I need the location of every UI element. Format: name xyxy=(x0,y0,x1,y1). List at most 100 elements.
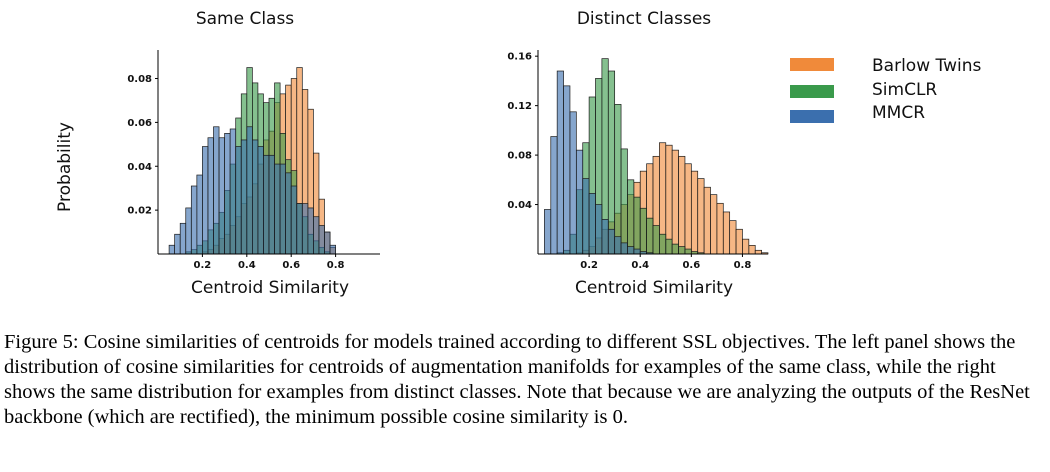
legend: Barlow Twins SimCLR MMCR xyxy=(790,56,981,123)
bar-simclr xyxy=(659,233,667,255)
bar-mmcr xyxy=(263,154,270,255)
panel-title: Same Class xyxy=(196,9,294,29)
bar-barlow-twins xyxy=(690,170,699,255)
legend-swatch-barlow-twins xyxy=(790,58,834,71)
bar-mmcr xyxy=(556,70,564,255)
bar-barlow-twins xyxy=(735,228,743,255)
bar-mmcr xyxy=(207,137,214,255)
bar-mmcr xyxy=(257,146,264,255)
bar-simclr xyxy=(652,225,660,255)
bar-mmcr xyxy=(235,146,242,255)
bar-mmcr xyxy=(274,163,281,255)
x-tick-label: 0.6 xyxy=(682,260,700,271)
bar-mmcr xyxy=(174,233,181,255)
bar-mmcr xyxy=(279,163,287,255)
bar-mmcr xyxy=(224,133,231,255)
bar-mmcr xyxy=(324,231,331,255)
x-axis-label: Centroid Similarity xyxy=(191,278,349,298)
figure: Same Class Probability Centroid Similari… xyxy=(55,9,981,298)
legend-item-barlow-twins: Barlow Twins xyxy=(790,56,981,76)
bar-mmcr xyxy=(575,149,584,255)
legend-label-mmcr: MMCR xyxy=(872,103,925,123)
bar-barlow-twins xyxy=(722,211,731,255)
x-tick-label: 0.4 xyxy=(631,260,649,271)
bar-mmcr xyxy=(563,85,571,255)
bar-simclr xyxy=(684,248,692,255)
caption-math-value: 0 xyxy=(612,406,623,428)
bar-mmcr xyxy=(202,146,209,255)
bar-simclr xyxy=(646,217,654,255)
bar-mmcr xyxy=(185,207,192,255)
bar-mmcr xyxy=(301,203,309,255)
bar-barlow-twins xyxy=(665,144,673,255)
bar-simclr xyxy=(614,104,622,255)
bar-simclr xyxy=(620,148,628,255)
bar-mmcr xyxy=(607,228,616,255)
x-tick-label: 0.2 xyxy=(580,260,598,271)
bar-mmcr xyxy=(633,248,641,255)
y-tick-label: 0.04 xyxy=(127,162,152,173)
bar-mmcr xyxy=(196,174,203,255)
bar-simclr xyxy=(639,207,647,255)
bar-barlow-twins xyxy=(729,220,737,255)
x-tick-label: 0.8 xyxy=(734,260,752,271)
bar-mmcr xyxy=(601,219,609,255)
bar-barlow-twins xyxy=(678,155,686,255)
y-tick-label: 0.04 xyxy=(507,200,532,211)
bar-mmcr xyxy=(614,236,622,255)
y-tick-label: 0.16 xyxy=(507,52,532,63)
bar-barlow-twins xyxy=(671,149,679,255)
legend-label-simclr: SimCLR xyxy=(872,80,937,100)
y-tick-label: 0.08 xyxy=(127,74,152,85)
bar-barlow-twins xyxy=(684,163,692,255)
y-tick-label: 0.08 xyxy=(507,151,532,162)
figure-caption: Figure 5: Cosine similarities of centroi… xyxy=(4,330,1046,430)
x-tick-label: 0.2 xyxy=(194,260,212,271)
bar-mmcr xyxy=(296,203,303,255)
bar-barlow-twins xyxy=(748,245,756,255)
bar-mmcr xyxy=(627,246,635,255)
bar-mmcr xyxy=(213,126,220,255)
bar-mmcr xyxy=(179,222,187,255)
axes-layer: 0.2 0.4 0.6 0.8 0.04 0.08 0.12 0.16 xyxy=(507,50,768,271)
x-axis-label: Centroid Similarity xyxy=(575,278,733,298)
bar-mmcr xyxy=(229,128,237,255)
bar-mmcr xyxy=(329,244,336,255)
bar-simclr xyxy=(607,70,616,255)
bar-mmcr xyxy=(595,204,603,255)
bar-mmcr xyxy=(550,136,558,255)
bar-barlow-twins xyxy=(710,194,718,255)
panel-title: Distinct Classes xyxy=(577,9,711,29)
bar-mmcr xyxy=(168,244,176,255)
bar-mmcr xyxy=(318,225,325,255)
bar-mmcr xyxy=(240,139,248,255)
legend-swatch-simclr xyxy=(790,85,834,98)
x-tick-label: 0.8 xyxy=(327,260,345,271)
legend-item-simclr: SimCLR xyxy=(790,80,937,100)
y-tick-label: 0.06 xyxy=(127,118,152,129)
bar-barlow-twins xyxy=(703,186,711,255)
bar-mmcr xyxy=(588,193,596,255)
bar-barlow-twins xyxy=(697,178,705,255)
bar-barlow-twins xyxy=(716,202,724,255)
axes-layer: 0.2 0.4 0.6 0.8 0.02 0.04 0.06 0.08 xyxy=(127,50,380,271)
panel-distinct-classes: Distinct Classes Centroid Similarity 0.2… xyxy=(507,9,769,298)
bars-layer xyxy=(168,67,336,255)
bar-mmcr xyxy=(246,126,253,255)
bar-mmcr xyxy=(285,172,292,255)
bar-mmcr xyxy=(544,209,552,255)
bar-mmcr xyxy=(313,216,320,255)
y-tick-label: 0.12 xyxy=(507,101,532,112)
bar-mmcr xyxy=(190,185,198,255)
bar-mmcr xyxy=(307,207,314,255)
y-axis-label: Probability xyxy=(55,122,75,212)
caption-text: Figure 5: Cosine similarities of centroi… xyxy=(4,331,1030,428)
bar-simclr xyxy=(627,179,635,255)
bar-mmcr xyxy=(252,139,259,255)
bar-mmcr xyxy=(290,185,298,255)
bars-layer xyxy=(544,58,769,255)
bar-mmcr xyxy=(218,137,225,255)
bar-simclr xyxy=(665,238,673,255)
bar-simclr xyxy=(633,196,641,255)
y-tick-label: 0.02 xyxy=(127,206,152,217)
